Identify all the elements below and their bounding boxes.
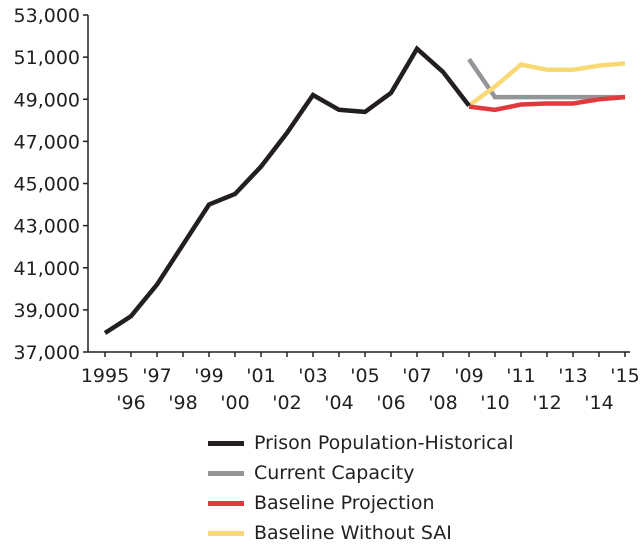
legend-label-current-capacity: Current Capacity [254,462,415,484]
legend-label-baseline-without-sai: Baseline Without SAI [254,522,452,544]
legend-swatch-current-capacity [208,470,244,476]
x-tick-label: '99 [194,365,223,387]
legend-item-current-capacity: Current Capacity [208,458,514,488]
chart-series [103,45,626,335]
legend-item-baseline-projection: Baseline Projection [208,488,514,518]
y-tick-label: 49,000 [14,89,80,111]
y-tick-label: 43,000 [14,216,80,238]
y-tick-label: 53,000 [14,5,80,27]
x-tick-label: '11 [506,365,535,387]
legend-swatch-baseline-projection [208,500,244,506]
legend-swatch-historical [208,440,244,446]
x-tick-label: '00 [220,392,249,414]
series-line-baseline-projection [468,94,626,113]
x-tick-label: '07 [402,365,431,387]
x-axis-tick-labels: 1995 '96 '97 '98 '99 '00 '01 '02 '03 '04 '05 '06 '07… [81,365,640,414]
x-tick-label: '02 [272,392,301,414]
x-tick-label: 1995 [81,365,129,387]
chart-axes [83,14,630,357]
legend-item-historical: Prison Population-Historical [208,428,514,458]
series-line-baseline-without-sai [467,61,626,108]
x-tick-label: '06 [376,392,405,414]
y-tick-label: 41,000 [14,258,80,280]
y-tick-label: 39,000 [14,300,80,322]
legend-label-baseline-projection: Baseline Projection [254,492,435,514]
x-tick-label: '12 [532,392,561,414]
chart-legend: Prison Population-Historical Current Cap… [208,428,514,548]
x-tick-label: '15 [610,365,639,387]
x-tick-label: '98 [168,392,197,414]
y-axis-tick-labels: 37,000 39,000 41,000 43,000 45,000 47,000 49,0… [14,5,80,364]
x-tick-label: '09 [454,365,483,387]
y-tick-label: 37,000 [14,342,80,364]
legend-label-historical: Prison Population-Historical [254,432,514,454]
x-tick-label: '10 [480,392,509,414]
x-tick-label: '01 [246,365,275,387]
series-line-prison-population-historical [103,45,471,335]
x-tick-label: '08 [428,392,457,414]
x-tick-label: '05 [350,365,379,387]
y-tick-label: 47,000 [14,131,80,153]
x-tick-label: '03 [298,365,327,387]
legend-swatch-baseline-without-sai [208,530,244,536]
x-tick-label: '96 [116,392,145,414]
y-tick-label: 45,000 [14,174,80,196]
x-tick-label: '97 [142,365,171,387]
x-tick-label: '04 [324,392,353,414]
line-chart: 37,000 39,000 41,000 43,000 45,000 47,000 49,0… [14,5,640,414]
legend-item-baseline-without-sai: Baseline Without SAI [208,518,514,548]
x-tick-label: '14 [584,392,613,414]
y-tick-label: 51,000 [14,47,80,69]
x-tick-label: '13 [558,365,587,387]
